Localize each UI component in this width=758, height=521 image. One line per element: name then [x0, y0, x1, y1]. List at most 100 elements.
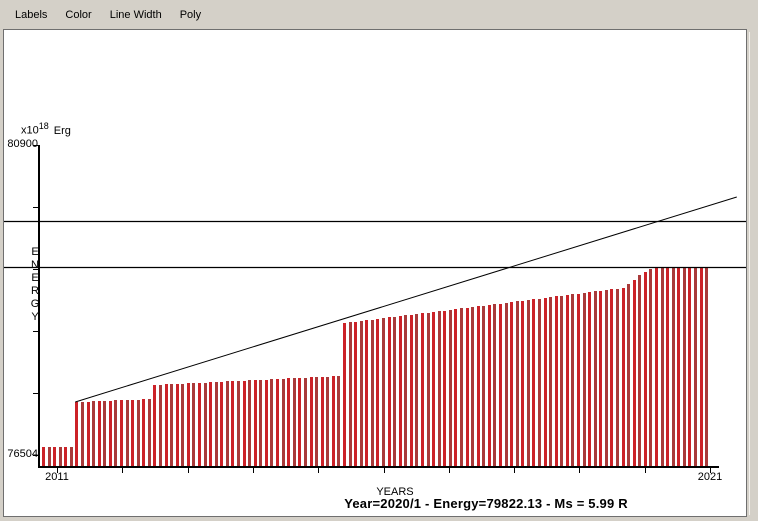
energy-bar: [505, 303, 508, 466]
energy-bar: [477, 306, 480, 466]
energy-bar: [165, 384, 168, 466]
energy-bar: [393, 317, 396, 466]
energy-bar: [560, 296, 563, 466]
energy-bar: [672, 268, 675, 466]
y-unit-prefix: x10: [21, 124, 39, 137]
energy-bar: [599, 291, 602, 466]
energy-bar: [577, 294, 580, 466]
energy-bar: [103, 401, 106, 466]
energy-bar: [92, 401, 95, 466]
energy-bar: [427, 313, 430, 466]
menu-item-color[interactable]: Color: [65, 8, 92, 21]
energy-bar: [259, 380, 262, 466]
energy-bar: [493, 304, 496, 466]
status-readout: Year=2020/1 - Energy=79822.13 - Ms = 5.9…: [344, 496, 628, 511]
energy-bar: [466, 308, 469, 466]
window-right-edge: [749, 32, 750, 515]
energy-bar: [170, 384, 173, 466]
x-axis-last-tick-label: 2021: [697, 471, 723, 483]
energy-bar: [594, 291, 597, 466]
energy-bar: [683, 268, 686, 466]
energy-bar: [644, 272, 647, 466]
energy-bar: [432, 312, 435, 466]
energy-bar: [332, 376, 335, 466]
energy-bar: [59, 447, 62, 466]
x-axis-tick: [188, 468, 189, 473]
menu-item-labels[interactable]: Labels: [15, 8, 48, 21]
energy-bar: [142, 399, 145, 466]
energy-bar: [42, 447, 45, 466]
y-unit-exponent: 18: [38, 121, 49, 131]
energy-bar: [270, 379, 273, 466]
energy-bar: [688, 268, 691, 466]
energy-bar: [471, 307, 474, 466]
menu-item-line-width[interactable]: Line Width: [109, 8, 162, 21]
energy-bar: [583, 293, 586, 466]
energy-bar: [544, 298, 547, 466]
energy-bar: [209, 382, 212, 466]
energy-bar: [298, 378, 301, 466]
energy-bar: [53, 447, 56, 466]
energy-bar: [87, 402, 90, 466]
energy-bar: [181, 384, 184, 466]
energy-bar: [192, 383, 195, 466]
energy-bar: [482, 306, 485, 466]
energy-bar: [454, 309, 457, 466]
energy-bar: [415, 314, 418, 466]
energy-bar: [326, 377, 329, 466]
energy-bar: [349, 322, 352, 466]
y-unit-label: x1018 Erg: [21, 121, 71, 137]
y-axis-title-letter: R: [31, 285, 39, 297]
energy-bar: [443, 311, 446, 466]
energy-bar: [449, 310, 452, 466]
x-axis-tick: [384, 468, 385, 473]
menu-item-poly[interactable]: Poly: [179, 8, 202, 21]
energy-bar: [488, 305, 491, 466]
x-axis-line: [38, 466, 719, 468]
energy-bar: [282, 379, 285, 466]
energy-bar: [293, 378, 296, 466]
energy-bar: [655, 268, 658, 466]
energy-bar: [109, 401, 112, 466]
energy-bar: [371, 320, 374, 466]
energy-bar: [627, 284, 630, 466]
energy-bar: [666, 268, 669, 466]
y-axis-tick: [33, 393, 39, 394]
x-axis-tick: [514, 468, 515, 473]
y-axis-line: [38, 145, 40, 467]
y-axis-tick: [33, 331, 39, 332]
energy-bar: [159, 385, 162, 466]
energy-bar: [622, 288, 625, 466]
energy-bar: [527, 300, 530, 466]
energy-bar: [226, 381, 229, 466]
x-axis-tick: [253, 468, 254, 473]
energy-bar: [571, 294, 574, 466]
energy-bar: [114, 400, 117, 466]
energy-bar: [265, 380, 268, 466]
energy-bar: [243, 381, 246, 466]
energy-bar: [549, 297, 552, 466]
energy-bar: [510, 302, 513, 466]
y-unit-suffix: Erg: [53, 124, 71, 137]
energy-bar: [376, 319, 379, 466]
energy-bar: [237, 381, 240, 466]
energy-bar: [516, 301, 519, 466]
energy-bar: [700, 268, 703, 466]
y-axis-tick: [33, 207, 39, 208]
energy-bar: [677, 268, 680, 466]
x-axis-tick: [122, 468, 123, 473]
x-axis-tick: [579, 468, 580, 473]
energy-bar: [588, 292, 591, 466]
energy-bar: [532, 299, 535, 466]
y-axis-title-letter: E: [31, 246, 39, 258]
energy-bar: [365, 320, 368, 466]
energy-bar: [248, 380, 251, 466]
y-axis-min-label: 76504: [7, 448, 38, 460]
energy-bar: [605, 290, 608, 466]
energy-bar: [310, 377, 313, 466]
energy-bar: [610, 289, 613, 466]
energy-bar: [421, 313, 424, 466]
